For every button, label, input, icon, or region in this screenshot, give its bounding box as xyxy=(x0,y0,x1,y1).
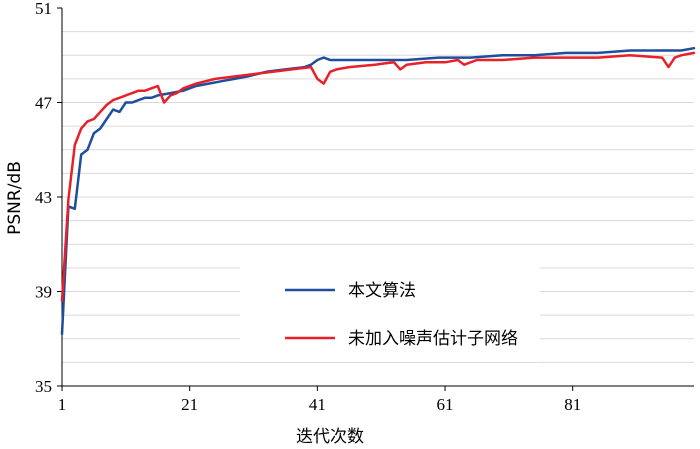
y-tick-label: 35 xyxy=(35,377,52,396)
x-tick-label: 41 xyxy=(309,395,326,414)
legend-label-series-2: 未加入噪声估计子网络 xyxy=(348,329,518,349)
y-tick-label: 39 xyxy=(35,283,52,302)
series-line-1 xyxy=(60,46,696,336)
series-line-2 xyxy=(60,51,696,303)
legend: 本文算法 未加入噪声估计子网络 xyxy=(240,266,540,362)
y-axis-title: PSNR/dB xyxy=(5,161,25,235)
x-tick-label: 81 xyxy=(564,395,581,414)
axes: 35 39 43 47 51 1 21 41 61 81 xyxy=(35,0,694,414)
legend-label-series-1: 本文算法 xyxy=(348,281,416,301)
x-tick-label: 1 xyxy=(58,395,67,414)
y-tick-label: 51 xyxy=(35,0,52,18)
x-tick-label: 61 xyxy=(437,395,454,414)
x-axis-title: 迭代次数 xyxy=(296,427,364,447)
x-tick-label: 21 xyxy=(181,395,198,414)
y-tick-label: 47 xyxy=(35,94,53,113)
legend-background xyxy=(240,266,540,362)
y-tick-label: 43 xyxy=(35,188,52,207)
series-lines xyxy=(60,46,696,336)
